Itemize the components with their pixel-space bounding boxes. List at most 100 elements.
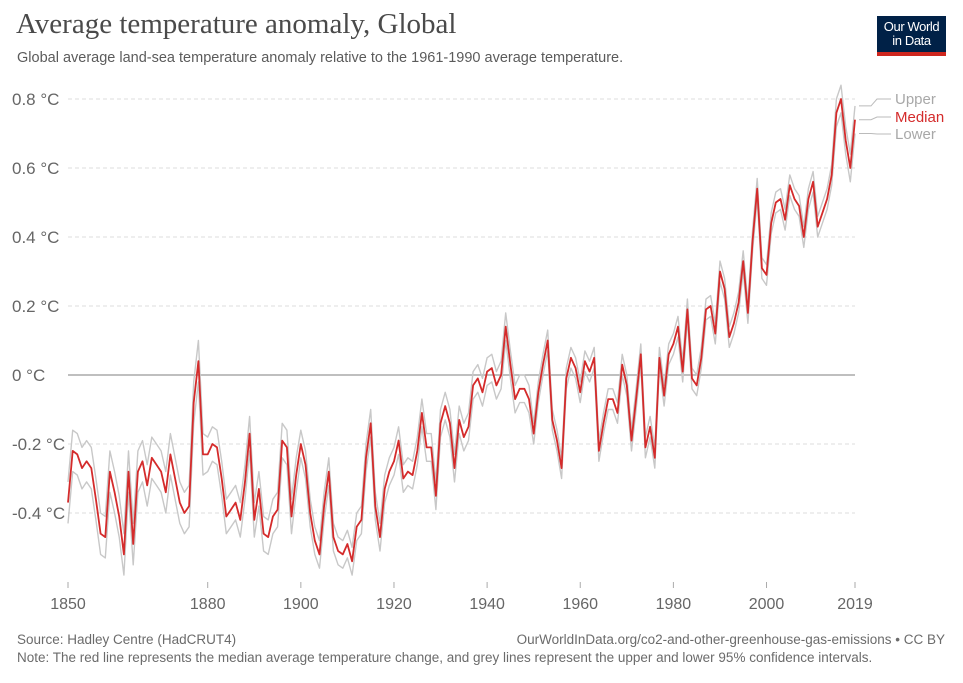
legend-connector	[859, 98, 891, 107]
data-point-median	[221, 478, 223, 480]
y-tick-label: 0.6 °C	[12, 159, 59, 178]
data-point-median	[854, 119, 856, 121]
data-point-upper	[658, 346, 660, 348]
data-point-median	[710, 305, 712, 307]
data-point-upper	[733, 312, 735, 314]
data-point-median	[416, 450, 418, 452]
data-point-median	[766, 274, 768, 276]
data-point-median	[761, 267, 763, 269]
data-point-median	[67, 502, 69, 504]
data-point-upper	[407, 457, 409, 459]
data-point-upper	[412, 460, 414, 462]
data-point-median	[514, 398, 516, 400]
data-point-median	[784, 219, 786, 221]
data-point-upper	[719, 260, 721, 262]
data-point-lower	[500, 388, 502, 390]
data-point-upper	[267, 519, 269, 521]
data-point-lower	[104, 557, 106, 559]
data-point-median	[104, 536, 106, 538]
data-point-median	[197, 360, 199, 362]
data-point-median	[398, 440, 400, 442]
data-point-median	[658, 357, 660, 359]
data-point-lower	[216, 464, 218, 466]
data-point-median	[472, 384, 474, 386]
data-point-median	[174, 478, 176, 480]
y-tick-label: 0.2 °C	[12, 297, 59, 316]
data-point-median	[272, 515, 274, 517]
data-point-median	[607, 398, 609, 400]
data-point-median	[691, 377, 693, 379]
data-point-median	[752, 239, 754, 241]
data-point-upper	[370, 409, 372, 411]
data-point-lower	[211, 460, 213, 462]
data-point-upper	[649, 415, 651, 417]
data-point-median	[337, 550, 339, 552]
data-point-lower	[342, 567, 344, 569]
data-point-lower	[239, 536, 241, 538]
data-point-upper	[174, 457, 176, 459]
data-point-median	[444, 405, 446, 407]
data-point-median	[770, 222, 772, 224]
data-point-lower	[556, 450, 558, 452]
source-note: Source: Hadley Centre (HadCRUT4)	[17, 632, 237, 647]
data-point-median	[309, 512, 311, 514]
data-point-lower	[230, 526, 232, 528]
data-point-lower	[388, 484, 390, 486]
data-point-median	[556, 440, 558, 442]
x-tick-label: 1850	[50, 596, 86, 613]
data-point-median	[523, 388, 525, 390]
data-point-lower	[263, 550, 265, 552]
data-point-median	[630, 440, 632, 442]
data-point-lower	[435, 509, 437, 511]
data-point-upper	[458, 405, 460, 407]
data-point-lower	[784, 229, 786, 231]
data-point-lower	[747, 322, 749, 324]
data-point-median	[114, 491, 116, 493]
data-point-median	[505, 326, 507, 328]
data-point-lower	[407, 484, 409, 486]
data-point-lower	[253, 536, 255, 538]
data-point-median	[798, 205, 800, 207]
data-point-median	[132, 543, 134, 545]
data-point-median	[575, 367, 577, 369]
data-point-median	[686, 308, 688, 310]
data-point-upper	[351, 547, 353, 549]
data-point-lower	[733, 333, 735, 335]
data-point-upper	[477, 364, 479, 366]
data-point-lower	[551, 429, 553, 431]
data-point-upper	[444, 391, 446, 393]
data-point-lower	[579, 402, 581, 404]
data-point-median	[779, 198, 781, 200]
data-point-median	[328, 471, 330, 473]
data-point-lower	[90, 488, 92, 490]
data-point-median	[314, 540, 316, 542]
data-point-median	[183, 512, 185, 514]
data-point-lower	[272, 533, 274, 535]
data-point-median	[835, 112, 837, 114]
data-point-upper	[323, 491, 325, 493]
data-point-upper	[286, 429, 288, 431]
data-point-upper	[95, 478, 97, 480]
x-tick-label: 1920	[376, 596, 412, 613]
source-url-link[interactable]: OurWorldInData.org/co2-and-other-greenho…	[516, 632, 945, 647]
data-point-lower	[454, 481, 456, 483]
data-point-upper	[575, 357, 577, 359]
data-point-lower	[738, 312, 740, 314]
data-point-lower	[351, 574, 353, 576]
data-point-lower	[766, 284, 768, 286]
data-point-lower	[603, 433, 605, 435]
data-point-upper	[449, 409, 451, 411]
data-point-upper	[263, 515, 265, 517]
owid-logo[interactable]: Our World in Data	[877, 16, 946, 56]
data-point-upper	[398, 426, 400, 428]
legend-connector	[859, 116, 891, 121]
data-point-median	[374, 505, 376, 507]
data-point-median	[137, 471, 139, 473]
data-point-upper	[556, 429, 558, 431]
data-point-lower	[244, 498, 246, 500]
data-point-lower	[491, 381, 493, 383]
data-point-upper	[384, 474, 386, 476]
data-point-lower	[95, 519, 97, 521]
data-point-median	[95, 498, 97, 500]
data-point-median	[696, 384, 698, 386]
